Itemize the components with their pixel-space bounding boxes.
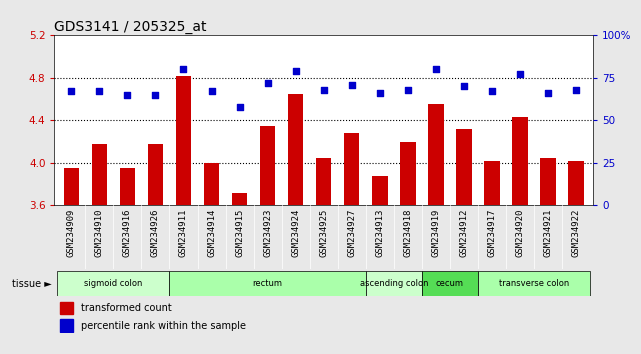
Text: GSM234917: GSM234917: [487, 209, 497, 257]
Text: percentile rank within the sample: percentile rank within the sample: [81, 321, 246, 331]
Text: GSM234927: GSM234927: [347, 209, 356, 257]
Bar: [232, 193, 247, 205]
Bar: [456, 129, 472, 205]
Bar: [63, 168, 79, 205]
Bar: [288, 94, 303, 205]
Text: GSM234909: GSM234909: [67, 209, 76, 257]
Bar: [540, 158, 556, 205]
Text: GSM234911: GSM234911: [179, 209, 188, 257]
Point: [374, 90, 385, 96]
Text: GSM234926: GSM234926: [151, 209, 160, 257]
Point: [487, 88, 497, 94]
Bar: [569, 161, 584, 205]
Text: GSM234916: GSM234916: [123, 209, 132, 257]
Point: [94, 88, 104, 94]
Bar: [344, 133, 360, 205]
Bar: [478, 271, 590, 296]
Text: GSM234912: GSM234912: [460, 209, 469, 257]
Bar: [316, 158, 331, 205]
Text: GSM234915: GSM234915: [235, 209, 244, 257]
Text: GSM234923: GSM234923: [263, 209, 272, 257]
Bar: [512, 117, 528, 205]
Text: ascending colon: ascending colon: [360, 279, 428, 288]
Bar: [92, 144, 107, 205]
Point: [543, 90, 553, 96]
Bar: [60, 302, 73, 314]
Text: rectum: rectum: [253, 279, 283, 288]
Point: [403, 87, 413, 93]
Text: GSM234925: GSM234925: [319, 209, 328, 257]
Bar: [176, 76, 191, 205]
Point: [571, 87, 581, 93]
Point: [206, 88, 217, 94]
Text: GSM234910: GSM234910: [95, 209, 104, 257]
Point: [290, 68, 301, 74]
Text: transformed count: transformed count: [81, 303, 172, 313]
Bar: [260, 126, 276, 205]
Bar: [422, 271, 478, 296]
Point: [178, 67, 188, 72]
Point: [319, 87, 329, 93]
Bar: [204, 163, 219, 205]
Bar: [169, 271, 366, 296]
Point: [150, 92, 160, 98]
Bar: [372, 176, 388, 205]
Point: [515, 72, 525, 77]
Bar: [60, 319, 73, 332]
Point: [263, 80, 273, 86]
Point: [235, 104, 245, 110]
Bar: [120, 168, 135, 205]
Bar: [428, 104, 444, 205]
Point: [459, 84, 469, 89]
Bar: [57, 271, 169, 296]
Bar: [147, 144, 163, 205]
Text: GSM234920: GSM234920: [515, 209, 524, 257]
Point: [431, 67, 441, 72]
Text: GSM234918: GSM234918: [403, 209, 412, 257]
Point: [122, 92, 133, 98]
Point: [347, 82, 357, 87]
Bar: [400, 142, 415, 205]
Text: sigmoid colon: sigmoid colon: [84, 279, 142, 288]
Text: GSM234919: GSM234919: [431, 209, 440, 257]
Text: GSM234922: GSM234922: [572, 209, 581, 257]
Text: GDS3141 / 205325_at: GDS3141 / 205325_at: [54, 21, 207, 34]
Text: GSM234921: GSM234921: [544, 209, 553, 257]
Text: GSM234914: GSM234914: [207, 209, 216, 257]
Text: GSM234913: GSM234913: [375, 209, 385, 257]
Text: GSM234924: GSM234924: [291, 209, 300, 257]
Text: transverse colon: transverse colon: [499, 279, 569, 288]
Text: tissue ►: tissue ►: [12, 279, 51, 289]
Bar: [366, 271, 422, 296]
Point: [66, 88, 76, 94]
Text: cecum: cecum: [436, 279, 464, 288]
Bar: [484, 161, 500, 205]
